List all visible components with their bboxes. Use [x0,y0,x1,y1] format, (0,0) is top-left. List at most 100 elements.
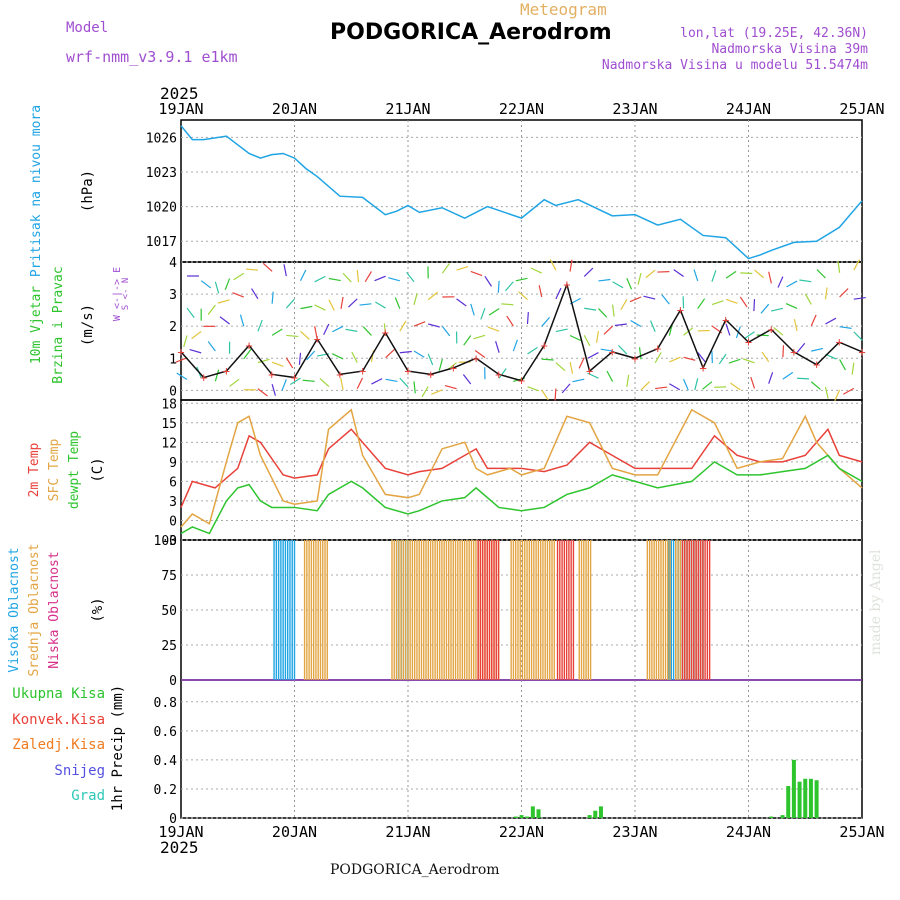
wind-gust-marker: + [813,358,820,372]
y-tick-label: 0 [169,674,177,689]
x-tick-label-top: 19JAN [158,100,203,118]
wind-arrow [718,353,727,365]
wind-arrow [853,259,861,271]
wind-arrow [462,374,472,385]
wind-arrow [501,303,514,306]
wind-arrow [314,326,318,339]
pressure-unit: (hPa) [80,170,96,212]
wind-arrow [555,362,566,372]
wind-gust-marker: + [677,303,684,317]
wind-arrow [527,346,538,355]
precip-bar [791,759,796,818]
wind-arrow [782,345,785,358]
wind-arrow [348,298,358,308]
wind-arrow [725,270,737,279]
y-tick-label: 1023 [146,166,177,181]
wind-arrow [786,280,798,288]
wind-arrow [497,280,500,293]
wind-arrow [375,301,386,309]
temp-line-1 [180,408,863,528]
wind-arrow [693,269,699,282]
y-tick-label: 9 [169,456,177,471]
wind-arrow [629,296,642,303]
chart-title: PODGORICA_Aerodrom [330,20,612,45]
wind-arrow [725,323,731,336]
wind-arrow [572,378,585,383]
wind-arrow [618,344,628,355]
wind-arrow [371,378,383,385]
y-tick-label: 100 [154,534,177,549]
wind-gust-marker: + [427,367,434,381]
x-tick-label-top: 20JAN [272,100,317,118]
wind-arrow [825,317,837,325]
wind-arrow [413,293,418,305]
elevation-label: Nadmorska Visina 39m [711,42,868,57]
precip-bar [536,809,541,818]
precip-bar [786,786,791,818]
wind-arrow [189,348,202,354]
wind-arrow [595,330,600,343]
wind-arrow [754,269,765,279]
cloud-legend-mid: Srednja Oblacnost [27,543,42,676]
wind-arrow [351,351,358,363]
precip-bar [769,816,774,818]
wind-arrow [711,300,724,306]
wind-arrow [649,320,656,332]
wind-arrow [839,359,846,371]
wind-arrow [697,298,706,309]
wind-arrow [456,298,467,307]
wind-arrow [603,325,614,335]
wind-arrow [359,303,372,306]
wind-gust-marker: + [609,345,616,359]
wind-arrow [837,260,841,273]
wind-gust-marker: + [722,313,729,327]
wind-arrow [257,319,263,332]
wind-arrow [839,326,852,329]
wind-arrow [711,270,717,282]
wind-arrow [810,381,821,390]
wind-arrow [239,314,245,327]
wind-arrow [782,371,794,380]
wind-gust-marker: + [654,342,661,356]
wind-arrow [302,379,315,382]
wind-arrow [245,268,258,271]
y-tick-label: 1026 [146,131,177,146]
wind-gust-marker: + [586,364,593,378]
wind-gust-marker: + [382,326,389,340]
wind-arrow [233,272,245,281]
y-tick-label: 0.4 [154,754,178,769]
wind-arrow [853,331,863,341]
wind-arrow [584,307,597,311]
wind-arrow [271,383,277,396]
y-tick-label: 2 [169,320,177,335]
y-tick-label: 6 [169,475,177,490]
wind-arrow [495,341,500,353]
temp-legend-sfc: SFC Temp [47,439,62,502]
wind-speed-line [180,281,863,382]
wind-arrow [431,389,443,395]
wind-arrow [555,287,562,300]
wind-arrow [232,292,244,298]
y-tick-label: 1020 [146,201,177,216]
wind-arrow [526,311,529,325]
wind-gust-marker: + [768,322,775,336]
wind-arrow [300,330,310,340]
wind-arrow [739,296,748,308]
precip-bar [519,815,524,818]
wind-arrow [527,386,539,392]
wind-arrow [638,347,642,360]
cloud-legend-high: Visoka Oblacnost [7,547,22,672]
precip-legend-item: Snijeg [54,763,105,779]
wind-arrow [702,381,713,390]
wind-arrow [498,368,507,379]
wind-arrow [441,263,450,274]
x-tick-label-bottom: 25JAN [839,823,884,841]
wind-arrow [669,356,681,363]
wind-arrow [183,335,188,348]
wind-gust-marker: + [404,364,411,378]
wind-arrow [578,357,585,369]
pressure-axis-label: Pritisak na nivou mora [29,105,44,277]
wind-arrow [626,277,633,290]
wind-arrow [207,304,216,315]
